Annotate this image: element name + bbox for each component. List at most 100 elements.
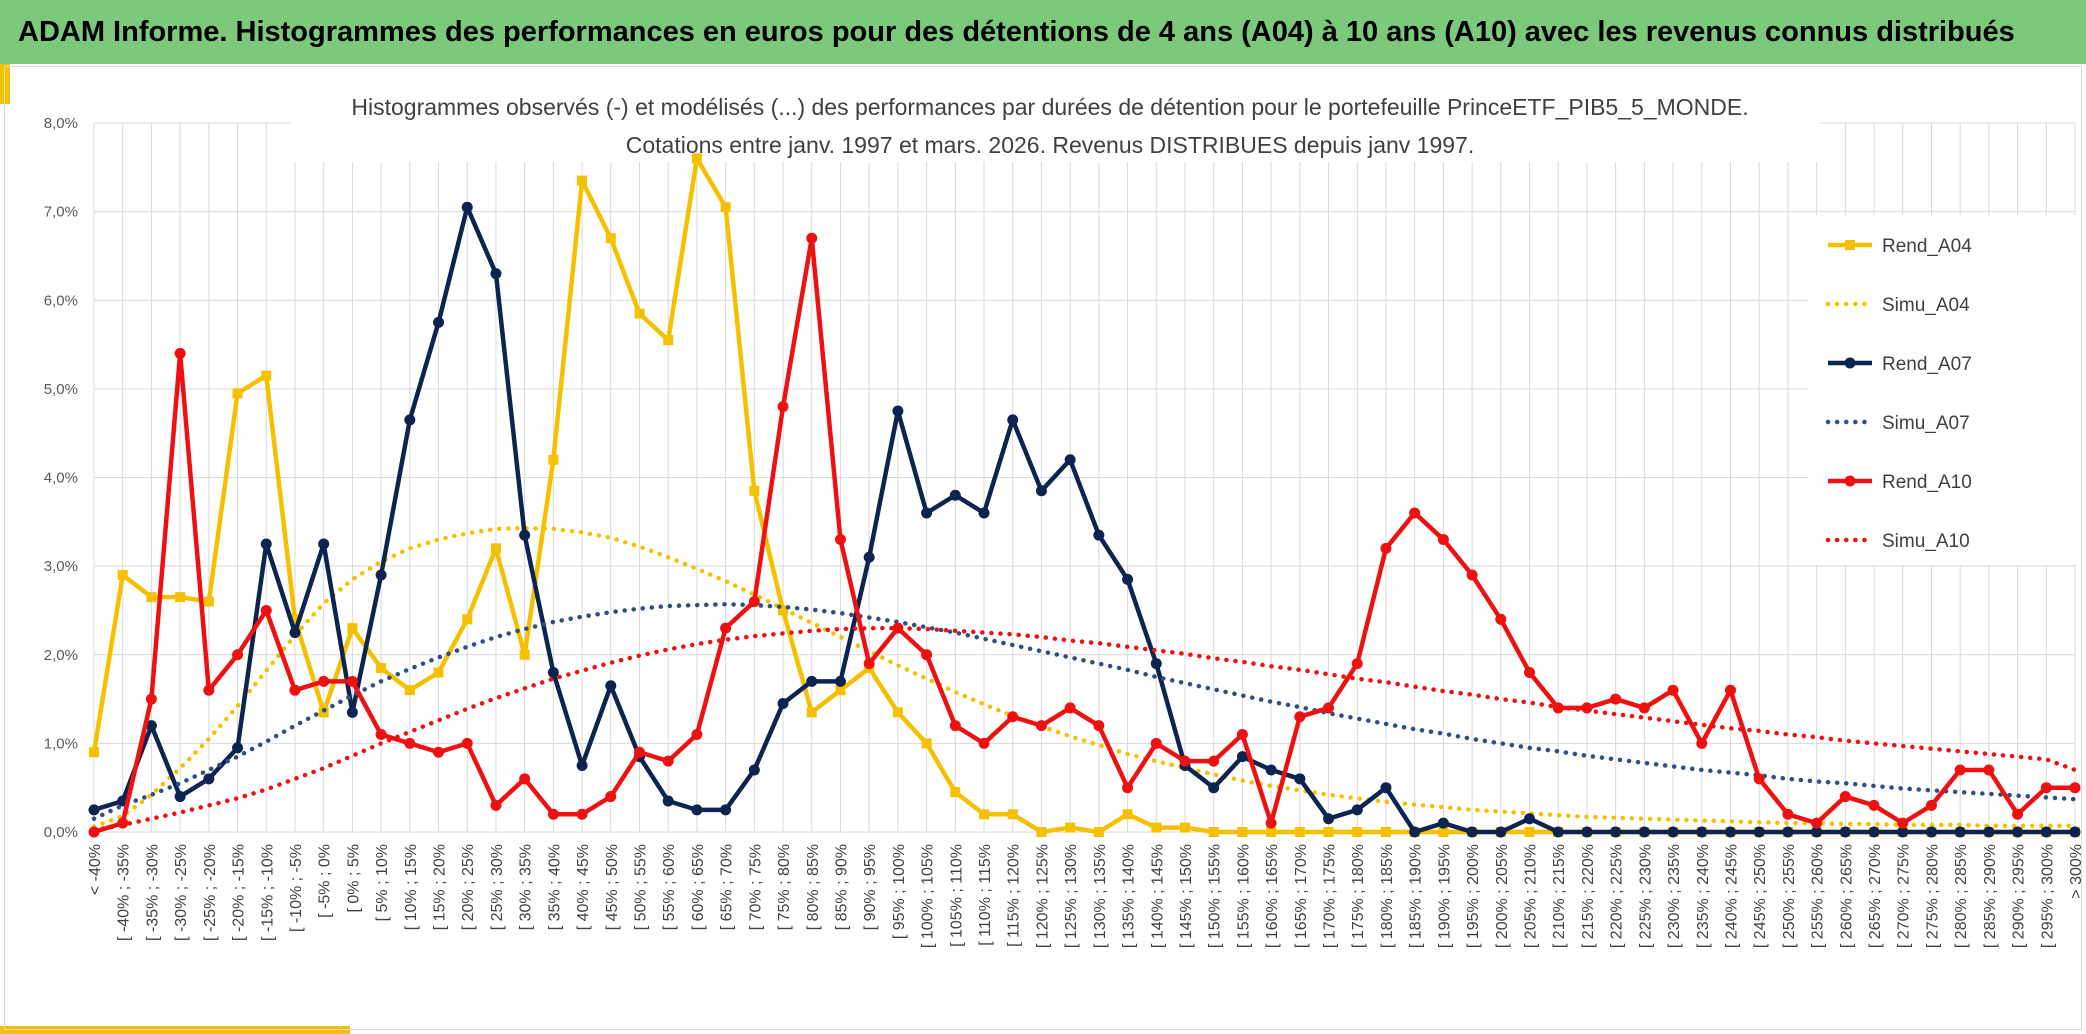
x-tick-label: [ 25% ; 30% — [489, 844, 506, 930]
y-tick-label: 7,0% — [44, 204, 78, 221]
x-tick-label: [ 250% ; 255% — [1781, 844, 1798, 948]
data-point — [1265, 764, 1277, 776]
x-tick-label: [ 255% ; 260% — [1810, 844, 1827, 948]
series-Simu_A07 — [91, 601, 2078, 821]
data-point — [1696, 737, 1708, 749]
data-point — [1954, 826, 1966, 838]
series-Simu_A10 — [91, 625, 2078, 833]
data-point — [1294, 711, 1306, 723]
data-point — [978, 737, 990, 749]
data-point — [1524, 827, 1535, 837]
data-point — [1294, 773, 1306, 785]
series-line-Rend_A10 — [93, 235, 2075, 835]
x-tick-label: [ 295% ; 300% — [2039, 844, 2056, 948]
data-point — [863, 658, 875, 670]
data-point — [203, 596, 214, 607]
data-point — [1237, 827, 1248, 837]
data-point — [979, 809, 990, 820]
x-tick-label: [ 60% ; 65% — [690, 844, 707, 930]
data-point — [461, 201, 473, 213]
x-tick-label: [ 190% ; 195% — [1436, 844, 1453, 948]
x-tick-label: [ 210% ; 215% — [1551, 844, 1568, 948]
data-point — [1380, 542, 1392, 554]
legend-background — [1808, 215, 2078, 565]
legend-marker — [1844, 475, 1856, 487]
data-point — [892, 707, 903, 718]
data-point — [1150, 737, 1162, 749]
data-point — [490, 799, 502, 811]
data-point — [633, 746, 645, 758]
legend: Rend_A04 Simu_A04 Rend_A07 Simu_A07 Rend_A10… — [1825, 236, 1972, 552]
data-point — [1897, 817, 1909, 829]
data-point — [748, 764, 760, 776]
x-tick-label: [ -20% ; -15% — [231, 844, 248, 941]
data-point — [376, 663, 387, 674]
data-point — [1208, 755, 1220, 767]
x-tick-label: [ 275% ; 280% — [1924, 844, 1941, 948]
x-tick-label: [ -15% ; -10% — [259, 844, 276, 941]
data-point — [1294, 827, 1305, 837]
report-header: ADAM Informe. Histogrammes des performan… — [0, 0, 2086, 64]
x-tick-label: [ -40% ; -35% — [116, 844, 133, 941]
data-point — [433, 667, 444, 678]
data-point — [1466, 826, 1478, 838]
grid — [93, 122, 2076, 833]
data-point — [1782, 808, 1794, 820]
data-point — [1409, 507, 1421, 519]
data-point — [720, 202, 731, 213]
x-tick-label: [ 205% ; 210% — [1523, 844, 1540, 948]
data-point — [605, 233, 616, 244]
legend-item-Rend_A10: Rend_A10 — [1828, 472, 1972, 493]
x-tick-label: [ 30% ; 35% — [518, 844, 535, 930]
data-point — [662, 755, 674, 767]
x-tick-label: [ 120% ; 125% — [1034, 844, 1051, 948]
data-point — [1925, 799, 1937, 811]
x-tick-label: [ 225% ; 230% — [1637, 844, 1654, 948]
data-point — [1179, 755, 1191, 767]
x-tick-label: [ 160% ; 165% — [1264, 844, 1281, 948]
data-point — [921, 507, 933, 519]
data-point — [720, 804, 732, 816]
data-point — [1724, 684, 1736, 696]
x-tick-label: [ 270% ; 275% — [1896, 844, 1913, 948]
y-tick-label: 0,0% — [44, 824, 78, 841]
data-point — [835, 685, 846, 696]
x-tick-label: [ 50% ; 55% — [632, 844, 649, 930]
data-point — [1638, 826, 1650, 838]
data-point — [1811, 817, 1823, 829]
data-point — [1179, 822, 1190, 833]
x-tick-label: [ 220% ; 225% — [1609, 844, 1626, 948]
data-point — [145, 720, 157, 732]
x-tick-label: [ 150% ; 155% — [1207, 844, 1224, 948]
y-tick-label: 4,0% — [44, 470, 78, 487]
legend-label: Rend_A10 — [1882, 472, 1972, 493]
data-point — [1811, 826, 1823, 838]
data-point — [347, 623, 358, 634]
data-point — [1064, 702, 1076, 714]
data-point — [318, 538, 330, 550]
series-line-Simu_A07 — [91, 601, 2078, 821]
x-tick-label: [ 235% ; 240% — [1695, 844, 1712, 948]
data-point — [175, 592, 186, 603]
data-point — [1495, 613, 1507, 625]
data-point — [1839, 826, 1851, 838]
data-point — [921, 738, 932, 749]
data-point — [519, 529, 531, 541]
data-point — [404, 737, 416, 749]
x-tick-label: [ 170% ; 175% — [1322, 844, 1339, 948]
data-point — [375, 569, 387, 581]
data-point — [749, 485, 760, 496]
data-point — [949, 489, 961, 501]
x-tick-label: [ 105% ; 110% — [948, 844, 965, 947]
x-tick-label: [ 290% ; 295% — [2011, 844, 2028, 948]
chart-title-line-2: Cotations entre janv. 1997 et mars. 2026… — [626, 132, 1474, 158]
data-point — [89, 747, 99, 758]
data-point — [490, 268, 502, 280]
data-point — [1007, 711, 1019, 723]
data-point — [346, 706, 358, 718]
series-line-Rend_A07 — [93, 204, 2075, 835]
data-point — [1782, 826, 1794, 838]
data-point — [346, 675, 358, 687]
x-tick-label: [ 265% ; 270% — [1867, 844, 1884, 948]
x-tick-label: [ 0% ; 5% — [345, 844, 362, 912]
